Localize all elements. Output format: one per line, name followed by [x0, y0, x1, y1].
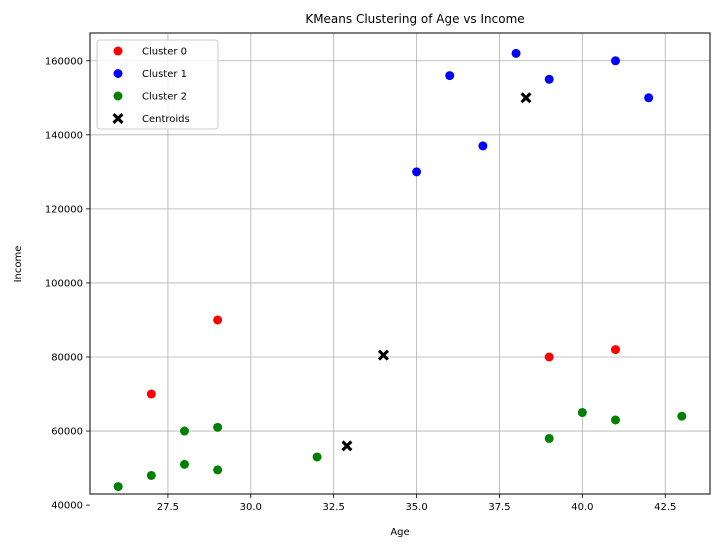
legend-frame: [96, 39, 219, 130]
data-point: [611, 56, 621, 66]
data-point: [213, 465, 223, 475]
y-tick-label: 100000: [45, 278, 83, 289]
legend: Cluster 0 Cluster 1 Cluster 2 Centroids: [96, 39, 219, 130]
x-tick-label: 40.0: [571, 502, 593, 513]
centroid-point: [520, 92, 532, 104]
data-point: [544, 352, 554, 362]
legend-marker: [112, 113, 124, 124]
series-1: [412, 48, 654, 177]
series-2: [113, 408, 687, 492]
data-point: [677, 411, 687, 421]
y-tick-label: 60000: [51, 427, 83, 438]
legend-marker: [113, 46, 123, 56]
data-point: [412, 167, 422, 177]
legend-label: Centroids: [142, 114, 190, 125]
y-axis-ticks: 40000 60000 80000 100000 120000 140000 160000: [45, 56, 90, 512]
x-axis-title: Age: [390, 527, 409, 538]
x-tick-label: 30.0: [240, 502, 262, 513]
y-tick-label: 40000: [51, 501, 83, 512]
data-point: [511, 48, 521, 58]
data-point: [146, 470, 156, 480]
y-axis-title: Income: [13, 246, 24, 283]
y-tick-label: 160000: [45, 56, 83, 67]
y-tick-label: 140000: [45, 130, 83, 141]
data-point: [213, 422, 223, 432]
data-point: [146, 389, 156, 399]
legend-marker: [113, 69, 123, 78]
y-tick-label: 120000: [45, 204, 83, 215]
data-point: [478, 141, 488, 151]
x-axis-ticks: 27.5 30.0 32.5 35.0 37.5 40.0 42.5: [157, 494, 676, 513]
legend-label: Cluster 1: [142, 69, 187, 80]
data-point: [544, 433, 554, 443]
y-tick-label: 80000: [51, 352, 83, 363]
data-point: [179, 426, 189, 436]
data-point: [179, 459, 189, 469]
x-tick-label: 37.5: [488, 502, 510, 513]
data-point: [611, 345, 621, 355]
data-point: [544, 74, 554, 84]
data-point: [644, 93, 654, 103]
centroid-point: [377, 349, 389, 361]
x-tick-label: 32.5: [323, 502, 345, 513]
centroid-point: [341, 440, 353, 452]
data-point: [213, 315, 223, 325]
series-3: [341, 92, 532, 452]
data-point: [577, 408, 587, 418]
series-0: [146, 315, 621, 399]
grid-lines: [90, 33, 710, 494]
plot-frame: [89, 32, 711, 495]
x-tick-label: 42.5: [654, 502, 676, 513]
data-point: [445, 71, 455, 81]
legend-marker: [113, 91, 123, 101]
data-point: [312, 452, 322, 462]
data-point: [113, 482, 123, 492]
chart-title: KMeans Clustering of Age vs Income: [305, 12, 524, 26]
x-tick-label: 35.0: [405, 502, 427, 513]
legend-label: Cluster 2: [142, 92, 187, 103]
x-tick-label: 27.5: [157, 502, 179, 513]
data-point: [611, 415, 621, 425]
legend-label: Cluster 0: [142, 47, 187, 58]
data-series: [113, 48, 687, 492]
